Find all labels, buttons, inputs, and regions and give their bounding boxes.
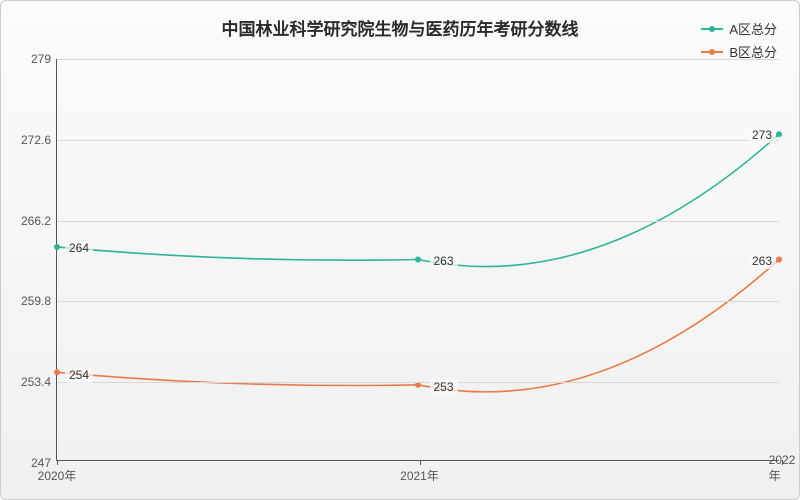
grid-line bbox=[57, 140, 779, 141]
chart-container: 中国林业科学研究院生物与医药历年考研分数线 A区总分B区总分 247253.42… bbox=[0, 0, 800, 500]
data-point bbox=[54, 244, 60, 250]
plot-area: 247253.4259.8266.2272.62792020年2021年2022… bbox=[56, 59, 779, 461]
chart-title: 中国林业科学研究院生物与医药历年考研分数线 bbox=[222, 15, 579, 40]
x-tick-label: 2022年 bbox=[769, 453, 796, 484]
x-tick-label: 2021年 bbox=[400, 467, 439, 484]
y-tick-label: 266.2 bbox=[9, 214, 51, 228]
grid-line bbox=[57, 301, 779, 302]
legend-swatch bbox=[701, 51, 723, 53]
data-label: 263 bbox=[748, 253, 776, 269]
y-tick-label: 279 bbox=[9, 52, 51, 66]
x-tick-mark bbox=[57, 460, 58, 465]
line-layer bbox=[57, 59, 779, 460]
series-line bbox=[57, 134, 779, 266]
y-tick-label: 253.4 bbox=[9, 375, 51, 389]
data-label: 273 bbox=[748, 127, 776, 143]
data-point bbox=[54, 369, 60, 375]
x-tick-mark bbox=[420, 460, 421, 465]
x-tick-label: 2020年 bbox=[38, 467, 77, 484]
legend-label: A区总分 bbox=[729, 19, 777, 38]
grid-line bbox=[57, 221, 779, 222]
legend-swatch bbox=[701, 28, 723, 30]
y-tick-label: 272.6 bbox=[9, 133, 51, 147]
data-label: 263 bbox=[429, 253, 457, 269]
legend-item: A区总分 bbox=[701, 19, 777, 38]
data-point bbox=[415, 257, 421, 263]
grid-line bbox=[57, 382, 779, 383]
data-point bbox=[776, 257, 782, 263]
data-label: 254 bbox=[65, 367, 93, 383]
data-label: 253 bbox=[429, 379, 457, 395]
series-line bbox=[57, 260, 779, 392]
y-tick-label: 259.8 bbox=[9, 294, 51, 308]
data-label: 264 bbox=[65, 240, 93, 256]
data-point bbox=[776, 131, 782, 137]
grid-line bbox=[57, 59, 779, 60]
